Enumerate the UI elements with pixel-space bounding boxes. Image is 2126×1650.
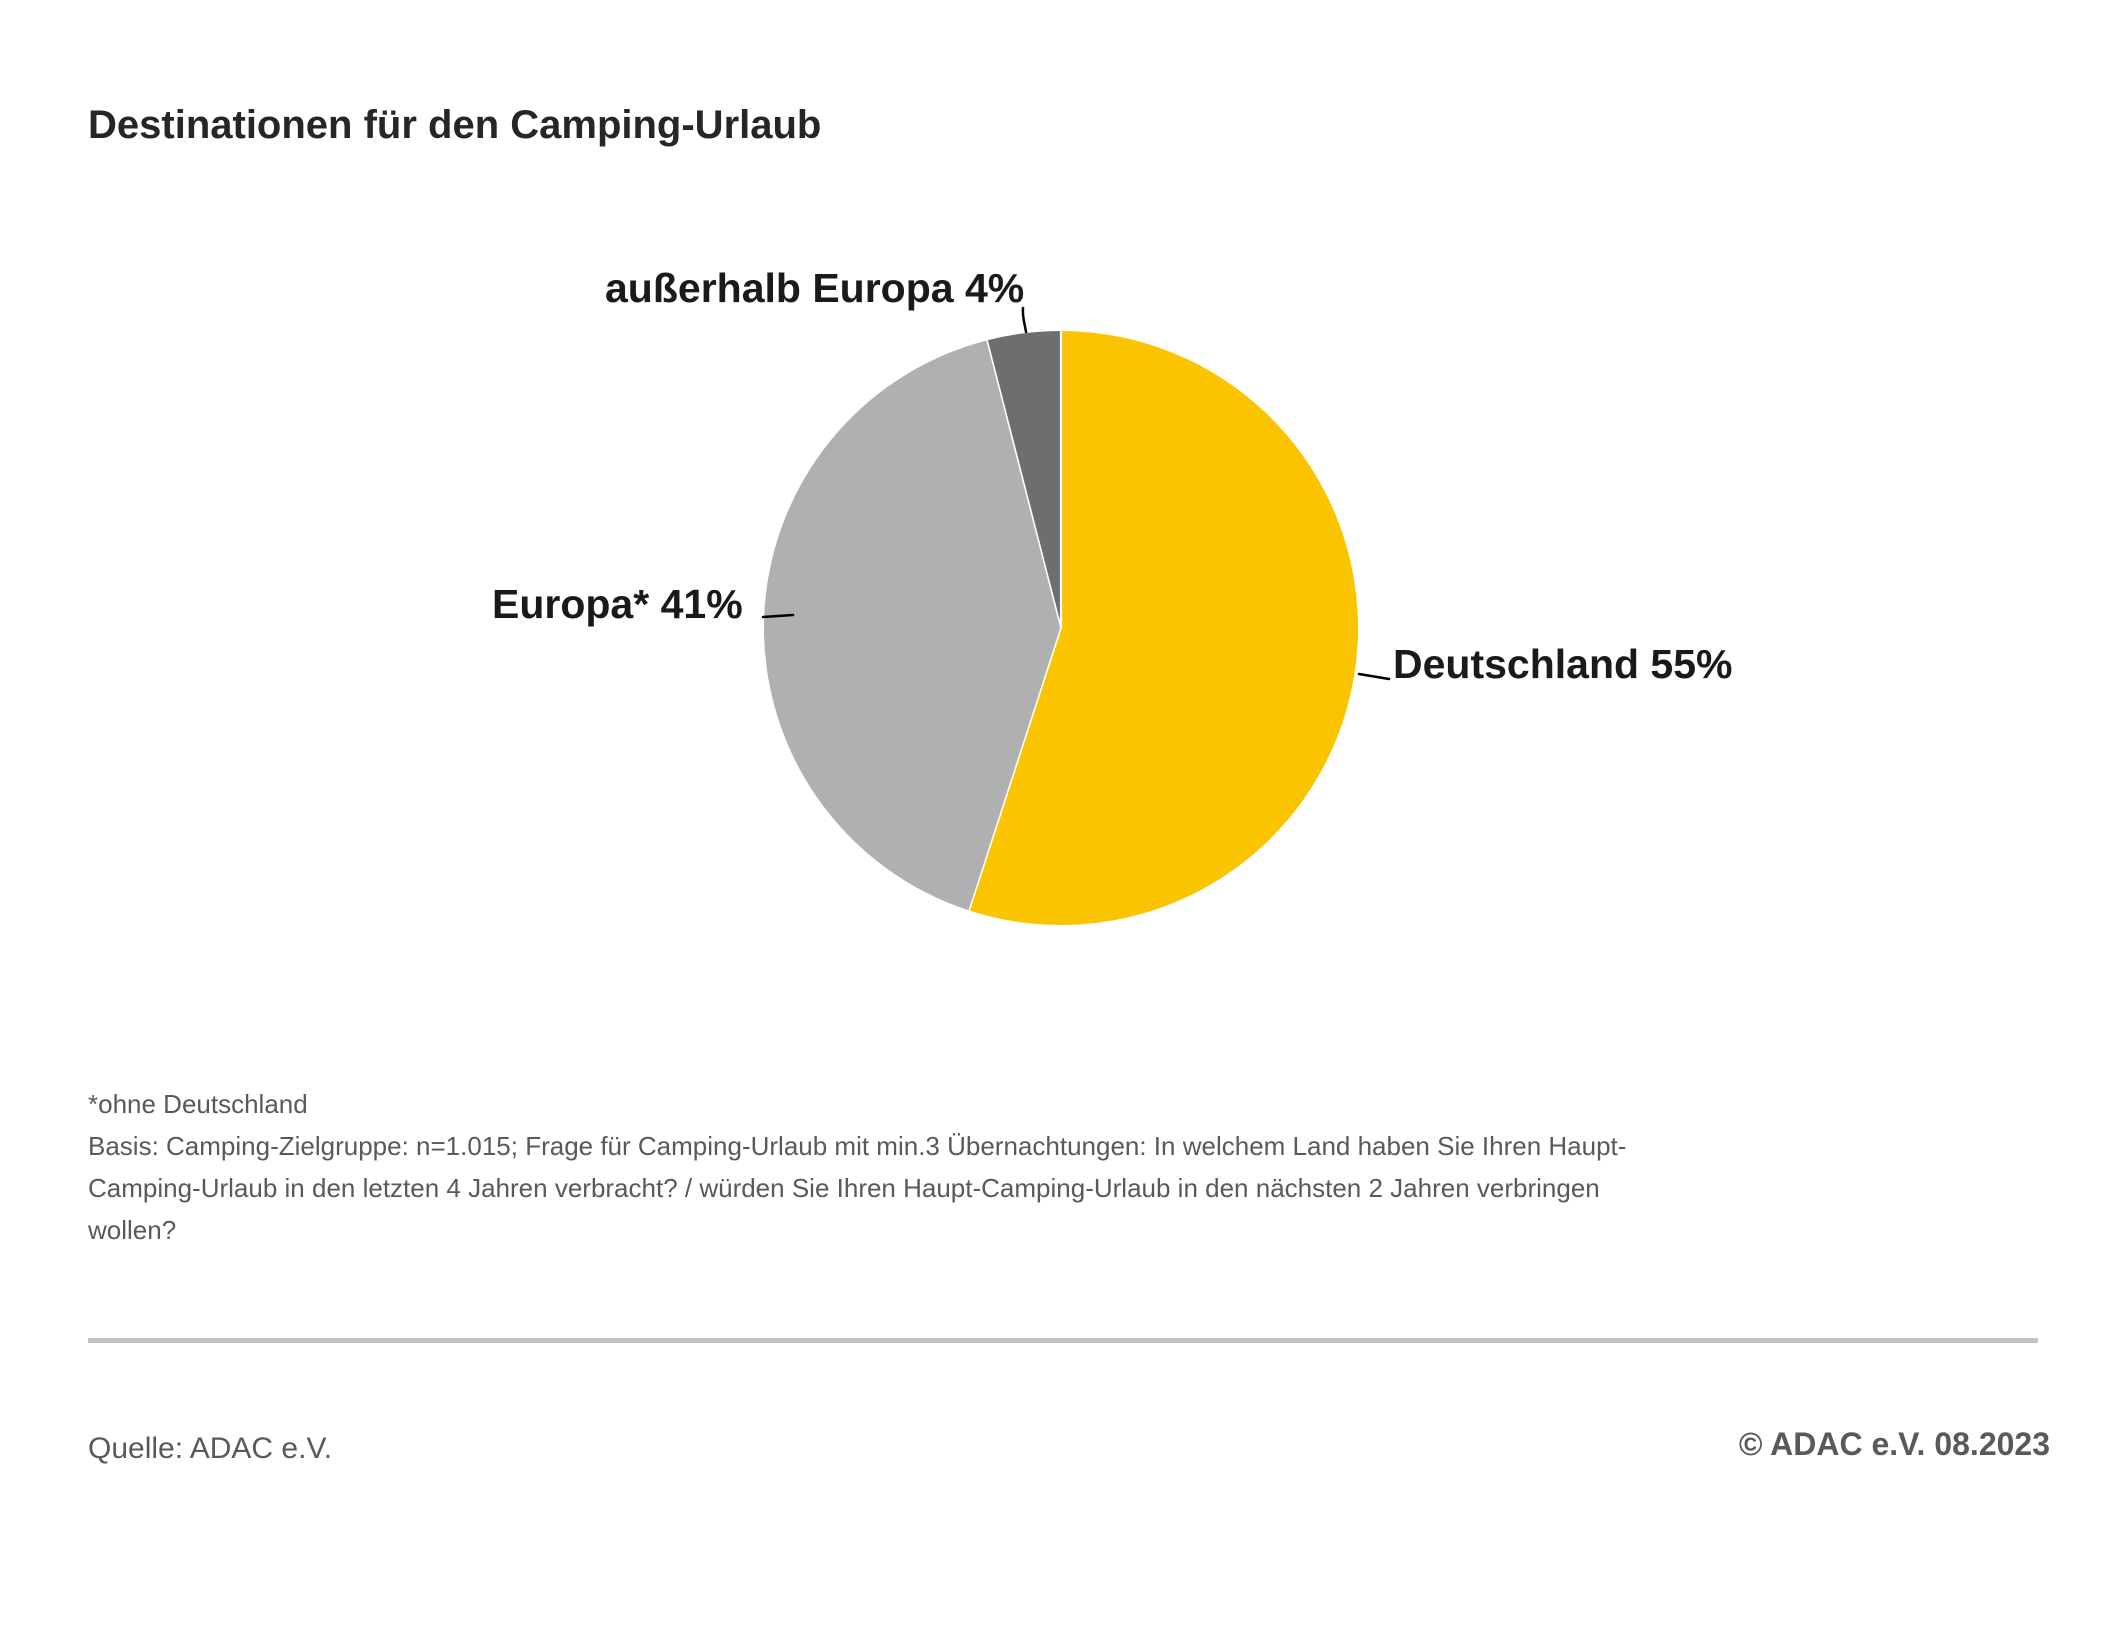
svg-text:außerhalb Europa 4%: außerhalb Europa 4%: [605, 265, 1024, 311]
svg-text:Europa* 41%: Europa* 41%: [492, 581, 743, 627]
svg-text:Deutschland 55%: Deutschland 55%: [1393, 641, 1733, 687]
